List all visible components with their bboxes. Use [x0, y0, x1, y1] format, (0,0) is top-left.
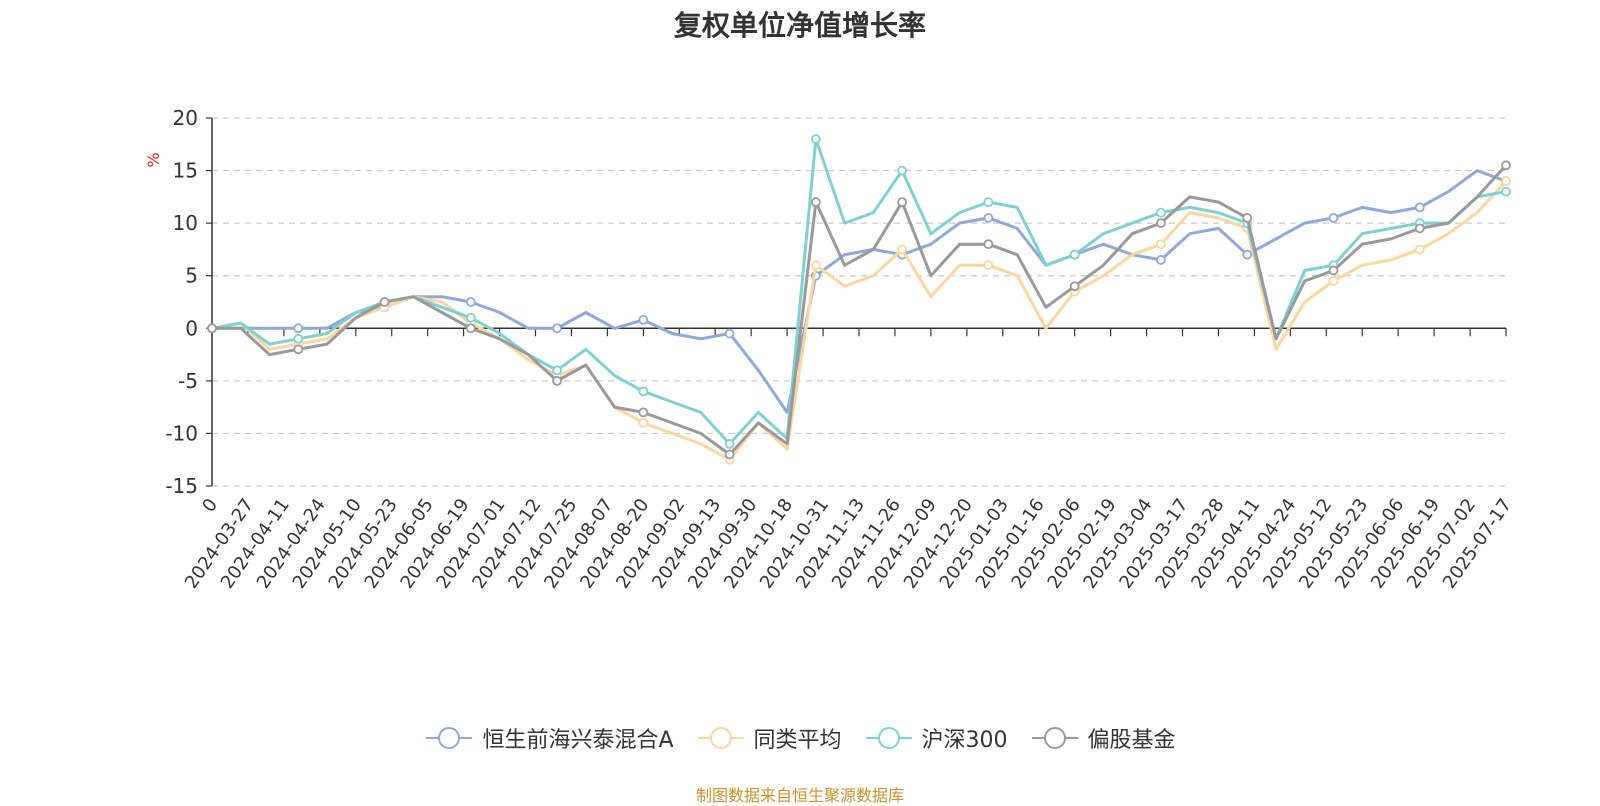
- chart-title: 复权单位净值增长率: [673, 9, 926, 42]
- data-point: [983, 239, 994, 250]
- legend-marker-icon: [697, 727, 744, 749]
- data-point: [638, 407, 649, 418]
- data-point: [724, 439, 735, 449]
- legend-label: 偏股基金: [1087, 728, 1176, 753]
- data-point: [465, 312, 476, 323]
- data-point: [379, 297, 390, 307]
- data-point: [724, 449, 735, 460]
- y-axis-label: %: [144, 152, 163, 167]
- data-point: [1242, 212, 1253, 223]
- data-point: [1501, 160, 1511, 171]
- data-point: [465, 297, 476, 307]
- legend-marker-icon: [865, 727, 912, 749]
- data-point: [638, 314, 649, 325]
- data-point: [1414, 223, 1425, 234]
- legend-item-3[interactable]: 偏股基金: [1030, 722, 1176, 754]
- legend-label: 同类平均: [753, 728, 842, 753]
- data-point: [638, 386, 649, 397]
- data-point: [638, 418, 649, 428]
- data-point: [983, 197, 994, 208]
- y-tick-label: 20: [173, 106, 198, 130]
- data-point: [1242, 249, 1253, 260]
- legend: 恒生前海兴泰混合A 同类平均 沪深300 偏股基金: [0, 722, 1600, 754]
- y-tick-label: 5: [185, 264, 198, 288]
- legend-item-0[interactable]: 恒生前海兴泰混合A: [424, 722, 674, 754]
- tick-labels: -15-10-50510152002024-03-272024-04-11202…: [165, 106, 1516, 593]
- y-tick-label: 10: [173, 211, 198, 235]
- y-tick-label: 15: [173, 159, 198, 183]
- data-point: [1501, 176, 1511, 186]
- data-point: [1328, 265, 1339, 276]
- x-tick-label: 0: [198, 495, 222, 516]
- y-tick-label: -15: [165, 474, 198, 498]
- legend-item-1[interactable]: 同类平均: [696, 722, 842, 754]
- data-point: [1501, 186, 1511, 197]
- series-line-1: [211, 180, 1508, 462]
- data-point: [1156, 218, 1166, 229]
- series-line-2: [211, 137, 1507, 446]
- data-point: [897, 244, 908, 255]
- grid-lines: [212, 117, 1506, 487]
- series-lines: [207, 134, 1511, 465]
- data-point: [552, 323, 562, 334]
- data-point: [1156, 207, 1166, 218]
- legend-marker-icon: [426, 727, 473, 749]
- data-point: [1069, 249, 1080, 260]
- data-point: [810, 197, 821, 208]
- legend-item-2[interactable]: 沪深300: [864, 722, 1008, 754]
- data-point: [810, 134, 821, 144]
- data-point: [810, 260, 821, 271]
- data-point: [293, 323, 304, 334]
- data-point: [552, 375, 562, 386]
- legend-label: 恒生前海兴泰混合A: [482, 728, 674, 753]
- data-point: [293, 333, 304, 344]
- data-point: [897, 197, 908, 208]
- data-point: [552, 365, 562, 376]
- data-point: [1414, 244, 1425, 255]
- y-tick-label: -10: [165, 421, 198, 445]
- series-line-0: [212, 169, 1507, 414]
- legend-marker-icon: [1031, 727, 1078, 749]
- data-point: [207, 323, 217, 334]
- data-point: [1069, 281, 1080, 292]
- y-tick-label: 0: [185, 316, 198, 340]
- data-point: [1328, 212, 1339, 223]
- legend-label: 沪深300: [921, 728, 1008, 753]
- data-point: [897, 165, 908, 176]
- data-point: [293, 344, 304, 355]
- data-point: [465, 323, 476, 334]
- source-note: 制图数据来自恒生聚源数据库: [695, 786, 904, 805]
- data-point: [1328, 276, 1339, 286]
- data-point: [1156, 255, 1166, 265]
- data-point: [1156, 239, 1166, 250]
- data-point: [1414, 202, 1425, 213]
- data-point: [983, 212, 994, 223]
- series-line-3: [212, 164, 1508, 456]
- y-tick-label: -5: [178, 369, 198, 393]
- data-point: [983, 260, 994, 271]
- data-point: [724, 328, 735, 339]
